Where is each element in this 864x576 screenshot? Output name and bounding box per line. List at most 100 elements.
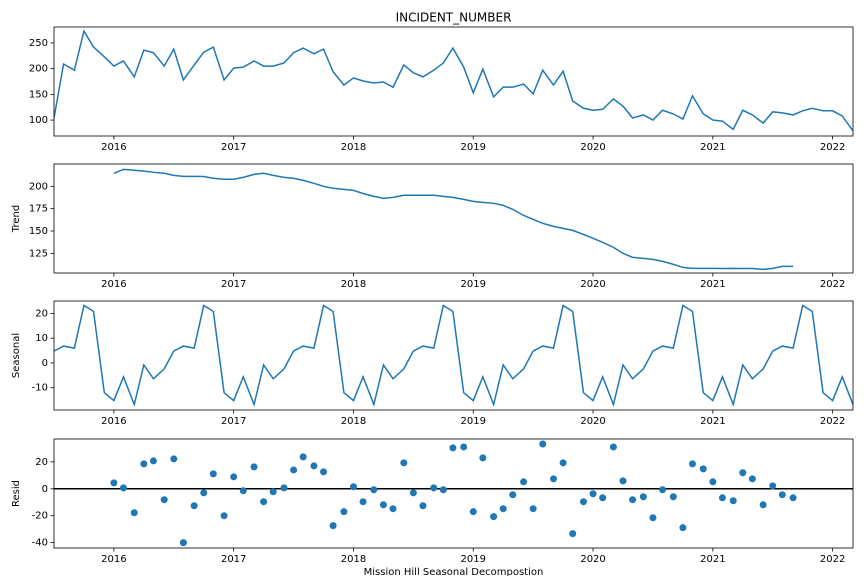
y-tick-label: 20 [35, 457, 48, 468]
residual-point [748, 475, 756, 483]
y-tick-label: -20 [32, 511, 48, 522]
residual-point [679, 524, 687, 532]
residual-point [439, 486, 447, 494]
residual-point [329, 522, 337, 530]
residual-point [320, 468, 328, 476]
x-tick-label: 2016 [101, 416, 126, 427]
residual-point [469, 508, 477, 516]
residual-point [490, 513, 498, 521]
y-tick-label: 250 [29, 38, 48, 49]
residual-point [130, 509, 138, 517]
x-tick-label: 2020 [580, 142, 605, 153]
x-tick-label: 2021 [700, 554, 725, 565]
series-line [54, 304, 853, 408]
residual-point [778, 491, 786, 499]
residual-point [389, 505, 397, 513]
residual-point [430, 484, 438, 492]
axes-frame [53, 26, 854, 137]
residual-point [699, 465, 707, 473]
residual-point [639, 493, 647, 501]
residual-point [759, 501, 767, 509]
residual-point [299, 453, 307, 461]
residual-point [140, 460, 148, 468]
residual-point [789, 494, 797, 502]
x-tick-label: 2022 [820, 142, 845, 153]
x-tick-label: 2017 [221, 554, 246, 565]
residual-point [250, 463, 258, 471]
y-axis-label: Resid [11, 480, 22, 507]
residual-point [449, 444, 457, 452]
y-axis-label: Seasonal [11, 333, 22, 378]
x-tick-label: 2022 [820, 416, 845, 427]
x-tick-label: 2018 [341, 554, 366, 565]
y-tick-label: 150 [29, 226, 48, 237]
residual-point [629, 496, 637, 504]
chart-title: INCIDENT_NUMBER [396, 11, 512, 25]
residual-point [340, 508, 348, 516]
y-axis-label: Trend [11, 205, 22, 233]
residual-point [499, 505, 507, 513]
residual-point [230, 473, 238, 481]
residual-point [529, 505, 537, 513]
x-tick-label: 2021 [700, 142, 725, 153]
x-tick-label: 2018 [341, 142, 366, 153]
residual-point [589, 490, 597, 498]
residual-point [509, 491, 517, 499]
x-tick-label: 2020 [580, 279, 605, 290]
y-tick-label: -40 [32, 538, 48, 549]
residual-point [559, 459, 567, 467]
axes-frame [53, 300, 854, 411]
x-tick-label: 2017 [221, 279, 246, 290]
residual-point [359, 498, 367, 506]
residual-point [179, 539, 187, 547]
residual-point [479, 454, 487, 462]
residual-point [569, 530, 577, 538]
y-tick-label: 175 [29, 204, 48, 215]
x-tick-label: 2018 [341, 416, 366, 427]
residual-point [579, 498, 587, 506]
residual-point [550, 475, 558, 483]
x-tick-label: 2020 [580, 416, 605, 427]
x-tick-label: 2019 [461, 142, 486, 153]
axes-frame [53, 438, 854, 549]
residual-point [220, 512, 228, 520]
residual-point [209, 470, 217, 478]
y-tick-label: 20 [35, 308, 48, 319]
y-tick-label: 200 [29, 181, 48, 192]
residual-point [609, 443, 617, 451]
x-tick-label: 2022 [820, 554, 845, 565]
residual-point [310, 462, 318, 470]
x-tick-label: 2017 [221, 416, 246, 427]
y-tick-label: 10 [35, 333, 48, 344]
x-tick-label: 2016 [101, 142, 126, 153]
residual-point [599, 494, 607, 502]
x-tick-label: 2020 [580, 554, 605, 565]
residual-point [149, 457, 157, 465]
residual-point [119, 484, 127, 492]
residual-point [729, 497, 737, 505]
y-tick-label: 125 [29, 248, 48, 259]
residual-point [170, 455, 178, 463]
y-tick-label: 0 [42, 358, 48, 369]
residual-point [709, 478, 717, 486]
x-tick-label: 2022 [820, 279, 845, 290]
residual-point [688, 460, 696, 468]
series-line [54, 29, 853, 132]
y-tick-label: 150 [29, 89, 48, 100]
residual-point [659, 486, 667, 494]
residual-point [379, 501, 387, 509]
y-tick-label: -10 [32, 383, 48, 394]
residual-point [769, 482, 777, 490]
y-tick-label: 200 [29, 64, 48, 75]
residual-point [290, 466, 298, 474]
residual-point [349, 483, 357, 491]
residual-point [400, 459, 408, 467]
residual-point [370, 486, 378, 494]
residual-point [619, 477, 627, 485]
residual-point [280, 484, 288, 492]
x-tick-label: 2021 [700, 279, 725, 290]
residual-point [409, 489, 417, 497]
x-tick-label: 2016 [101, 554, 126, 565]
residual-point [718, 494, 726, 502]
